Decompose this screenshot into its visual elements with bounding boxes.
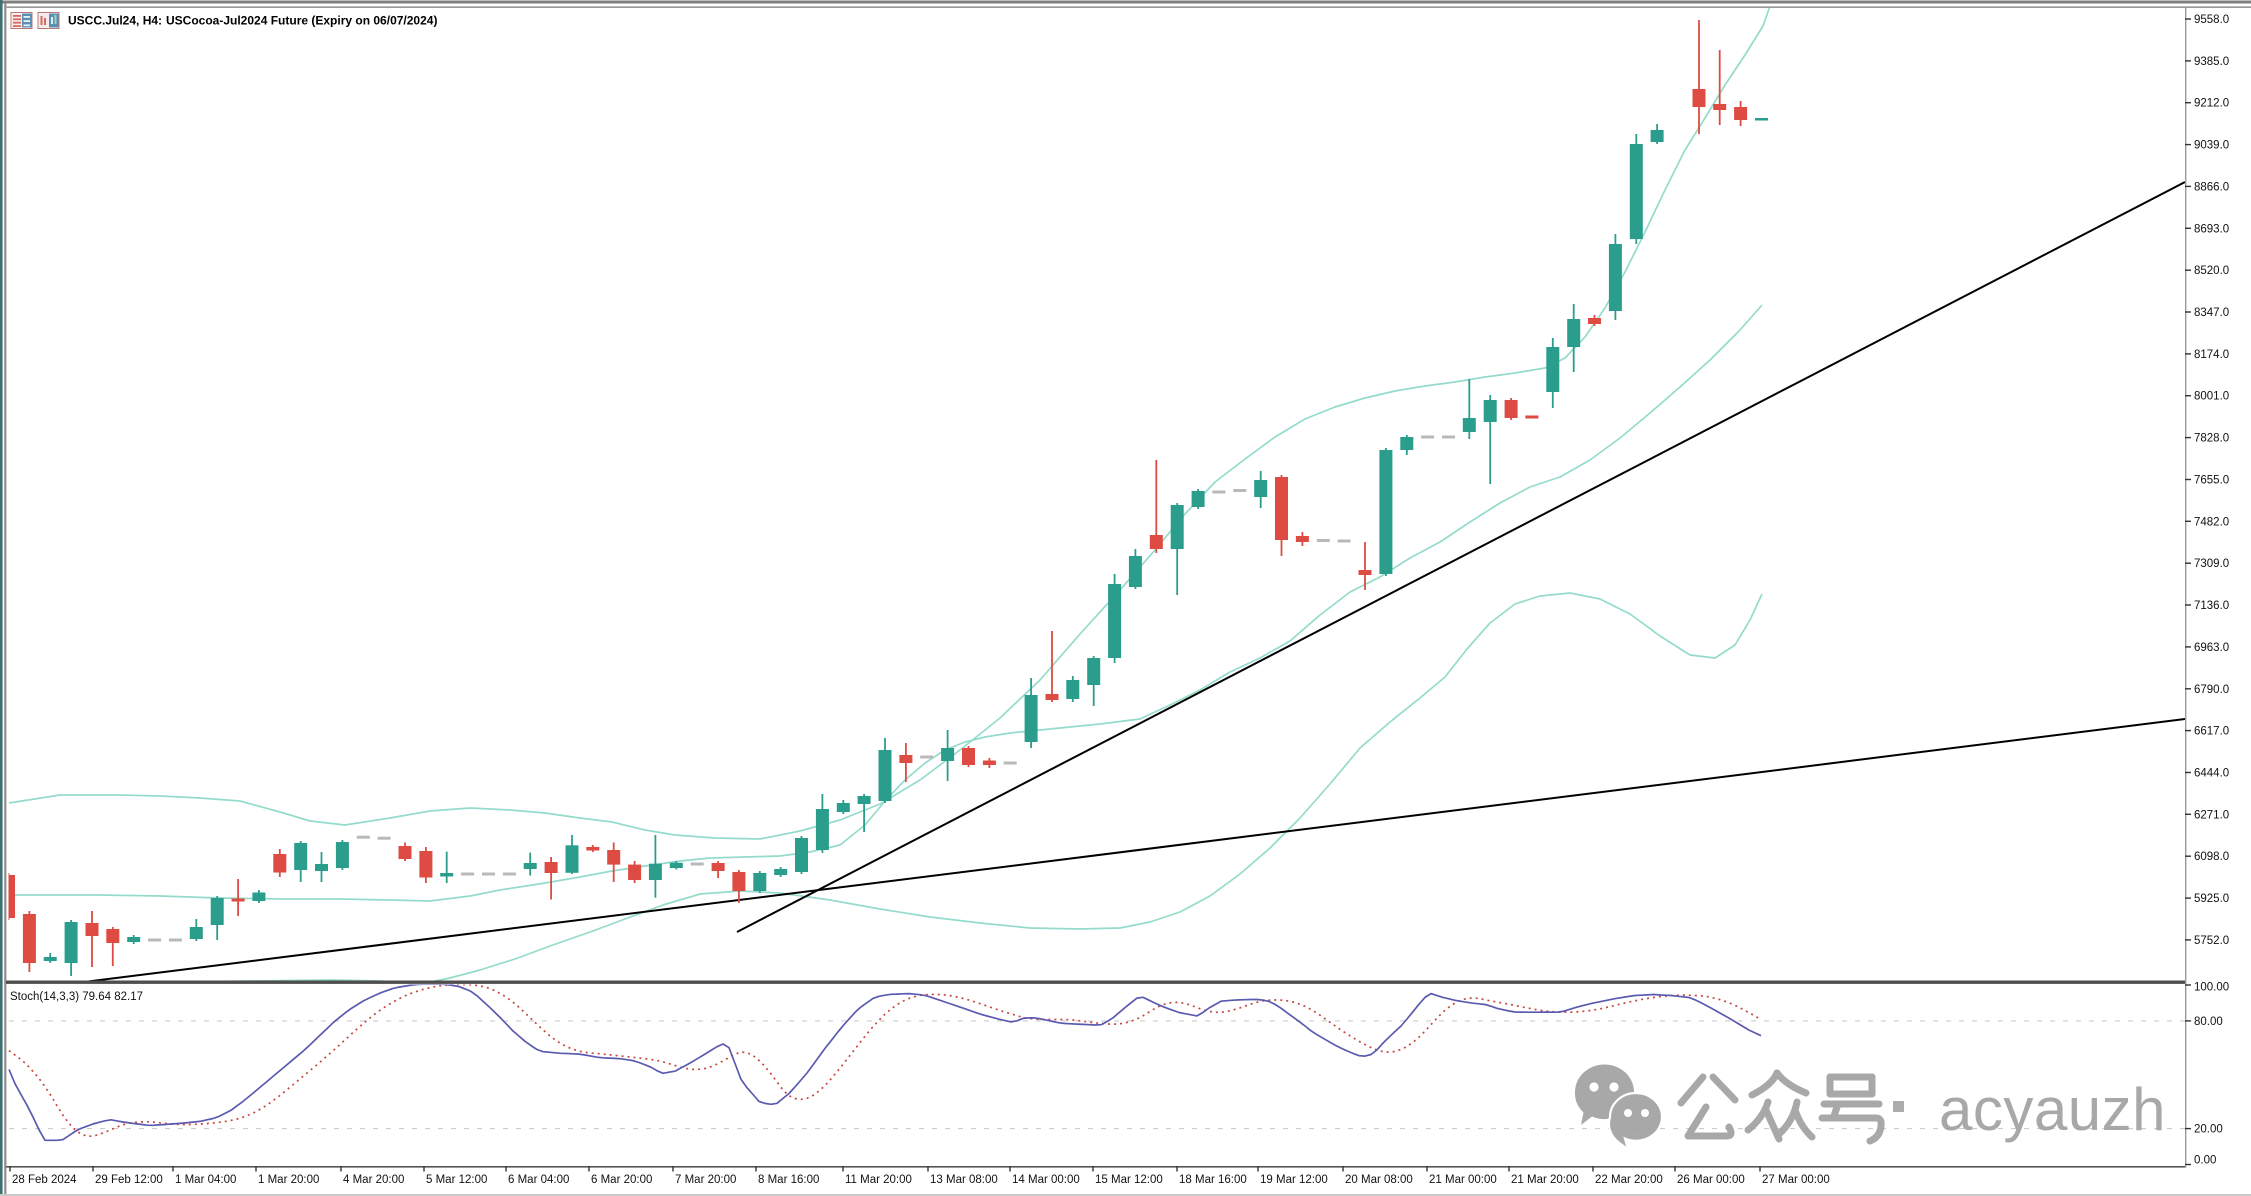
svg-text:7482.0: 7482.0: [2194, 516, 2229, 528]
svg-text:6444.0: 6444.0: [2194, 768, 2229, 780]
svg-text:27 Mar 00:00: 27 Mar 00:00: [1762, 1174, 1830, 1186]
svg-text:5752.0: 5752.0: [2194, 935, 2229, 947]
svg-text:6617.0: 6617.0: [2194, 726, 2229, 738]
svg-text:8001.0: 8001.0: [2194, 391, 2229, 403]
svg-text:4 Mar 20:00: 4 Mar 20:00: [343, 1174, 404, 1186]
svg-text:7828.0: 7828.0: [2194, 433, 2229, 445]
svg-text:9039.0: 9039.0: [2194, 140, 2229, 152]
svg-text:7 Mar 20:00: 7 Mar 20:00: [675, 1174, 736, 1186]
svg-text:8866.0: 8866.0: [2194, 181, 2229, 193]
svg-text:8693.0: 8693.0: [2194, 223, 2229, 235]
svg-text:22 Mar 20:00: 22 Mar 20:00: [1595, 1174, 1663, 1186]
svg-text:8520.0: 8520.0: [2194, 265, 2229, 277]
svg-text:20 Mar 08:00: 20 Mar 08:00: [1345, 1174, 1413, 1186]
svg-text:6790.0: 6790.0: [2194, 684, 2229, 696]
svg-text:15 Mar 12:00: 15 Mar 12:00: [1095, 1174, 1163, 1186]
svg-text:7655.0: 7655.0: [2194, 475, 2229, 487]
svg-text:6271.0: 6271.0: [2194, 809, 2229, 821]
svg-text:1 Mar 20:00: 1 Mar 20:00: [258, 1174, 319, 1186]
svg-text:9212.0: 9212.0: [2194, 98, 2229, 110]
svg-text:5925.0: 5925.0: [2194, 893, 2229, 905]
svg-text:21 Mar 20:00: 21 Mar 20:00: [1511, 1174, 1579, 1186]
svg-text:7309.0: 7309.0: [2194, 558, 2229, 570]
svg-text:29 Feb 12:00: 29 Feb 12:00: [95, 1174, 163, 1186]
svg-text:acyauzh: acyauzh: [1939, 1076, 2166, 1143]
svg-text:21 Mar 00:00: 21 Mar 00:00: [1429, 1174, 1497, 1186]
svg-text:5 Mar 12:00: 5 Mar 12:00: [426, 1174, 487, 1186]
svg-text:8 Mar 16:00: 8 Mar 16:00: [758, 1174, 819, 1186]
svg-text:USCC.Jul24, H4:: USCC.Jul24, H4:: [68, 14, 162, 28]
svg-text:13 Mar 08:00: 13 Mar 08:00: [930, 1174, 998, 1186]
svg-text:100.00: 100.00: [2194, 982, 2229, 994]
svg-text:USCocoa-Jul2024 Future (Expiry: USCocoa-Jul2024 Future (Expiry on 06/07/…: [166, 14, 437, 28]
svg-text:8347.0: 8347.0: [2194, 307, 2229, 319]
svg-text:6 Mar 04:00: 6 Mar 04:00: [508, 1174, 569, 1186]
svg-text:6 Mar 20:00: 6 Mar 20:00: [591, 1174, 652, 1186]
svg-text:1 Mar 04:00: 1 Mar 04:00: [175, 1174, 236, 1186]
svg-text:14 Mar 00:00: 14 Mar 00:00: [1012, 1174, 1080, 1186]
svg-text:20.00: 20.00: [2194, 1124, 2223, 1136]
svg-text:8174.0: 8174.0: [2194, 349, 2229, 361]
svg-text:80.00: 80.00: [2194, 1016, 2223, 1028]
svg-text:28 Feb 2024: 28 Feb 2024: [12, 1174, 77, 1186]
svg-text:7136.0: 7136.0: [2194, 600, 2229, 612]
svg-text:0.00: 0.00: [2194, 1155, 2216, 1167]
svg-text:Stoch(14,3,3) 79.64 82.17: Stoch(14,3,3) 79.64 82.17: [10, 991, 143, 1003]
svg-text:9385.0: 9385.0: [2194, 56, 2229, 68]
svg-text:26 Mar 00:00: 26 Mar 00:00: [1677, 1174, 1745, 1186]
svg-text:6963.0: 6963.0: [2194, 642, 2229, 654]
svg-text:6098.0: 6098.0: [2194, 851, 2229, 863]
svg-text:11 Mar 20:00: 11 Mar 20:00: [845, 1174, 912, 1186]
svg-text:18 Mar 16:00: 18 Mar 16:00: [1179, 1174, 1247, 1186]
svg-text:19 Mar 12:00: 19 Mar 12:00: [1260, 1174, 1328, 1186]
svg-text:9558.0: 9558.0: [2194, 14, 2229, 26]
